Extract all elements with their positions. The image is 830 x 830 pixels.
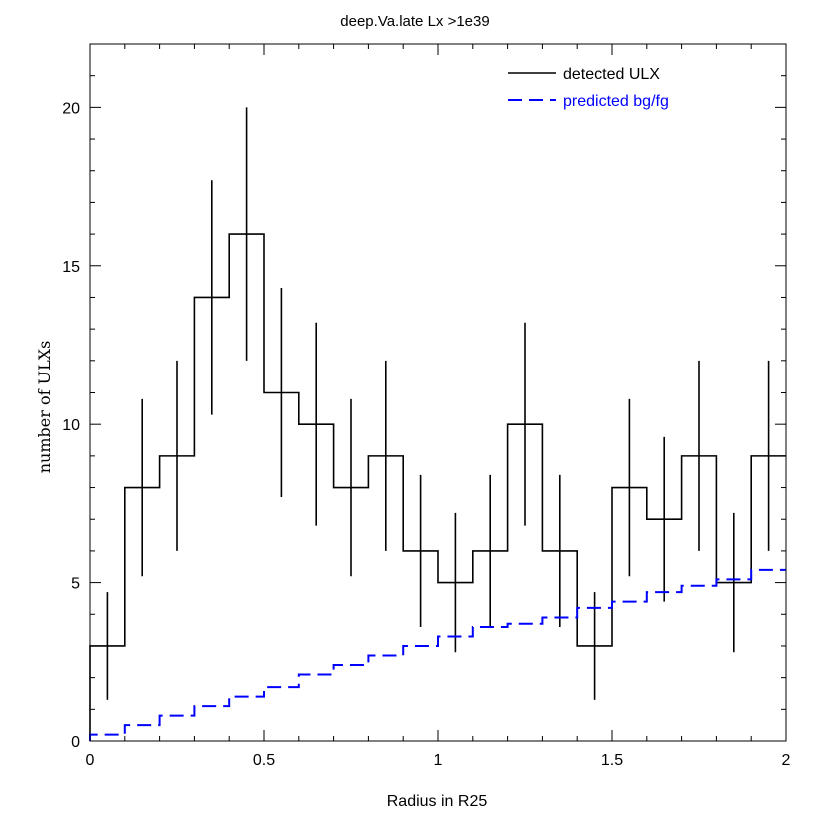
x-tick-label: 1.5 [601, 752, 623, 769]
plot-data [89, 107, 786, 741]
tick-marks [89, 43, 787, 742]
plot-frame [89, 43, 787, 742]
x-axis-label: Radius in R25 [387, 793, 488, 810]
predicted-bgfg-step-line [89, 568, 786, 741]
chart-title: deep.Va.late Lx >1e39 [340, 13, 489, 30]
y-axis-label: number of ULXs [35, 341, 54, 474]
detected-ulx-step-line [89, 233, 786, 741]
x-tick-label: 0 [86, 752, 95, 769]
y-tick-label: 0 [71, 734, 80, 751]
y-tick-label: 20 [62, 100, 80, 117]
y-tick-label: 10 [62, 417, 80, 434]
legend-entry: predicted bg/fg [563, 93, 669, 110]
legend-entry: detected ULX [563, 66, 660, 83]
y-tick-label: 15 [62, 259, 80, 276]
y-tick-label: 5 [71, 576, 80, 593]
x-tick-label: 1 [434, 752, 443, 769]
x-tick-label: 0.5 [253, 752, 275, 769]
legend: detected ULX predicted bg/fg [508, 66, 669, 110]
x-tick-label: 2 [782, 752, 791, 769]
